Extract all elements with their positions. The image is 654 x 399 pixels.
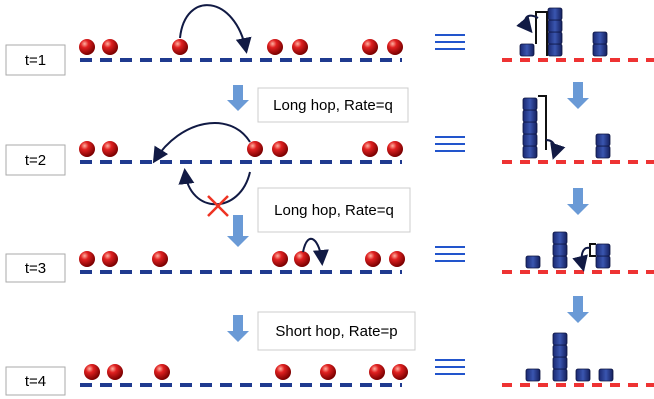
cube: [548, 32, 562, 44]
cube: [593, 44, 607, 56]
particle: [79, 141, 95, 157]
step-arrow: [227, 85, 249, 111]
particle: [102, 39, 118, 55]
cube: [548, 20, 562, 32]
cube: [548, 8, 562, 20]
hop-arrow: [582, 248, 590, 268]
cube: [523, 122, 537, 134]
time-label: t=3: [25, 260, 46, 277]
particle: [387, 141, 403, 157]
particle: [387, 39, 403, 55]
step-arrow: [227, 215, 249, 247]
particle: [392, 364, 408, 380]
hop-arrow: [180, 5, 246, 50]
hop-bracket: [538, 96, 546, 150]
particle: [294, 251, 310, 267]
transition-label: Long hop, Rate=q: [274, 202, 394, 219]
cube: [520, 44, 534, 56]
particle: [272, 141, 288, 157]
particle: [79, 39, 95, 55]
hop-arrow: [185, 172, 250, 204]
step-arrow-right: [567, 296, 589, 323]
particle: [292, 39, 308, 55]
particle: [154, 364, 170, 380]
particle: [247, 141, 263, 157]
time-label: t=2: [25, 152, 46, 169]
cube: [596, 146, 610, 158]
cube: [599, 369, 613, 381]
hop-bracket: [590, 244, 596, 256]
transition-label: Short hop, Rate=p: [275, 323, 397, 340]
particle: [320, 364, 336, 380]
step-arrow-right: [567, 188, 589, 215]
cube: [576, 369, 590, 381]
particle: [275, 364, 291, 380]
cube: [553, 256, 567, 268]
cube: [526, 369, 540, 381]
forbidden: [208, 196, 228, 216]
cube: [553, 345, 567, 357]
hop-bracket: [536, 12, 547, 56]
cube: [596, 244, 610, 256]
time-label: t=4: [25, 373, 46, 390]
cube: [553, 357, 567, 369]
particle: [107, 364, 123, 380]
cube: [553, 244, 567, 256]
time-label: t=1: [25, 52, 46, 69]
step-arrow-right: [567, 82, 589, 109]
hop-arrow: [546, 140, 555, 156]
particle: [102, 251, 118, 267]
particle: [152, 251, 168, 267]
transition-label: Long hop, Rate=q: [273, 97, 393, 114]
particle: [267, 39, 283, 55]
particle: [102, 141, 118, 157]
particle: [172, 39, 188, 55]
particle: [272, 251, 288, 267]
hop-arrow: [155, 123, 250, 160]
cube: [593, 32, 607, 44]
cube: [596, 256, 610, 268]
particle: [79, 251, 95, 267]
step-arrow: [227, 315, 249, 342]
cube: [523, 98, 537, 110]
cube: [523, 110, 537, 122]
particle: [389, 251, 405, 267]
cube: [553, 232, 567, 244]
particle: [362, 39, 378, 55]
particle: [84, 364, 100, 380]
cube: [523, 146, 537, 158]
diagram: t=1 t=2 t=3 t=4 Long hop, Rate=q Long hop, Ra…: [0, 0, 654, 399]
cube: [526, 256, 540, 268]
cube: [548, 44, 562, 56]
particle: [365, 251, 381, 267]
particle: [362, 141, 378, 157]
cube: [553, 369, 567, 381]
cube: [596, 134, 610, 146]
cube: [553, 333, 567, 345]
cube: [523, 134, 537, 146]
particle: [369, 364, 385, 380]
